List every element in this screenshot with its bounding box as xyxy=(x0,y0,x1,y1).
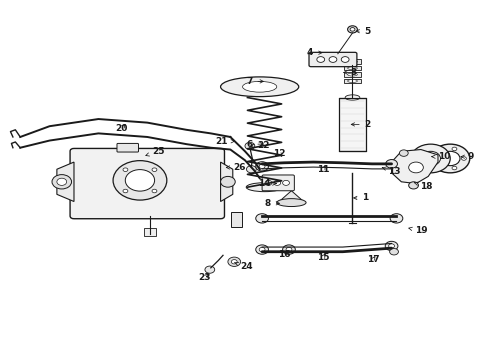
Text: 4: 4 xyxy=(307,48,322,57)
Polygon shape xyxy=(279,191,304,202)
Circle shape xyxy=(283,245,295,254)
Text: 5: 5 xyxy=(356,27,371,36)
Circle shape xyxy=(341,57,349,62)
Circle shape xyxy=(452,147,457,151)
Circle shape xyxy=(259,164,265,168)
Ellipse shape xyxy=(347,80,357,82)
FancyBboxPatch shape xyxy=(309,52,357,67)
Text: 26: 26 xyxy=(226,163,245,172)
Text: 20: 20 xyxy=(116,123,128,132)
Bar xyxy=(339,98,366,151)
Circle shape xyxy=(245,142,255,149)
Circle shape xyxy=(256,162,269,171)
Circle shape xyxy=(256,214,269,223)
Circle shape xyxy=(452,166,457,170)
Text: 19: 19 xyxy=(409,226,428,235)
Polygon shape xyxy=(220,162,233,202)
Circle shape xyxy=(52,175,72,189)
Text: 25: 25 xyxy=(146,147,165,156)
Circle shape xyxy=(259,247,265,252)
Polygon shape xyxy=(57,162,74,202)
Circle shape xyxy=(347,26,357,33)
Circle shape xyxy=(125,170,155,191)
Text: 24: 24 xyxy=(235,262,253,271)
Text: 16: 16 xyxy=(278,250,291,259)
Circle shape xyxy=(462,157,466,160)
Text: 17: 17 xyxy=(367,255,379,264)
FancyBboxPatch shape xyxy=(117,143,139,152)
Text: 10: 10 xyxy=(432,152,450,161)
Text: 9: 9 xyxy=(461,152,474,161)
Circle shape xyxy=(386,159,397,168)
Circle shape xyxy=(246,166,256,173)
Text: 22: 22 xyxy=(251,141,270,150)
Circle shape xyxy=(220,176,235,187)
Circle shape xyxy=(431,144,470,173)
Bar xyxy=(343,66,361,70)
Circle shape xyxy=(437,163,441,166)
Ellipse shape xyxy=(246,183,283,192)
Circle shape xyxy=(57,178,67,185)
Ellipse shape xyxy=(220,77,299,96)
Circle shape xyxy=(409,182,418,189)
Ellipse shape xyxy=(345,95,360,100)
Text: 21: 21 xyxy=(216,137,234,146)
Ellipse shape xyxy=(347,60,357,63)
Bar xyxy=(343,72,361,77)
Ellipse shape xyxy=(347,73,357,76)
Ellipse shape xyxy=(277,199,306,207)
FancyBboxPatch shape xyxy=(262,175,294,191)
Circle shape xyxy=(231,260,237,264)
Circle shape xyxy=(441,151,460,166)
Circle shape xyxy=(286,247,292,252)
Text: 1: 1 xyxy=(354,193,368,202)
Circle shape xyxy=(283,180,290,185)
Circle shape xyxy=(389,244,394,248)
Circle shape xyxy=(421,151,441,166)
Circle shape xyxy=(123,168,128,171)
Circle shape xyxy=(113,161,167,200)
Text: 23: 23 xyxy=(198,273,211,282)
Circle shape xyxy=(317,57,325,62)
FancyBboxPatch shape xyxy=(70,148,224,219)
Circle shape xyxy=(256,245,269,254)
Text: 14: 14 xyxy=(258,179,276,188)
Text: 2: 2 xyxy=(351,120,371,129)
Text: 7: 7 xyxy=(246,77,263,86)
Circle shape xyxy=(228,257,241,266)
Bar xyxy=(343,59,361,64)
Bar xyxy=(343,78,361,83)
Text: 6: 6 xyxy=(246,140,263,149)
Text: 12: 12 xyxy=(273,149,286,158)
Circle shape xyxy=(385,241,398,251)
Circle shape xyxy=(350,28,355,31)
Circle shape xyxy=(437,151,441,154)
Bar xyxy=(231,212,242,226)
Polygon shape xyxy=(392,149,438,184)
Circle shape xyxy=(152,189,157,193)
Text: 18: 18 xyxy=(415,181,432,190)
Circle shape xyxy=(123,189,128,193)
Text: 3: 3 xyxy=(344,68,356,77)
Circle shape xyxy=(329,57,337,62)
Circle shape xyxy=(409,162,423,173)
Text: 11: 11 xyxy=(317,165,329,174)
Text: 15: 15 xyxy=(317,253,329,262)
Circle shape xyxy=(390,248,398,255)
Bar xyxy=(145,228,156,235)
Circle shape xyxy=(411,144,450,173)
Circle shape xyxy=(205,266,215,273)
Ellipse shape xyxy=(347,67,357,69)
Circle shape xyxy=(390,214,403,223)
Circle shape xyxy=(265,180,272,185)
Text: 8: 8 xyxy=(265,199,279,208)
Text: 13: 13 xyxy=(382,167,400,176)
Ellipse shape xyxy=(243,81,277,92)
Circle shape xyxy=(399,150,408,156)
Circle shape xyxy=(274,180,281,185)
Circle shape xyxy=(152,168,157,171)
